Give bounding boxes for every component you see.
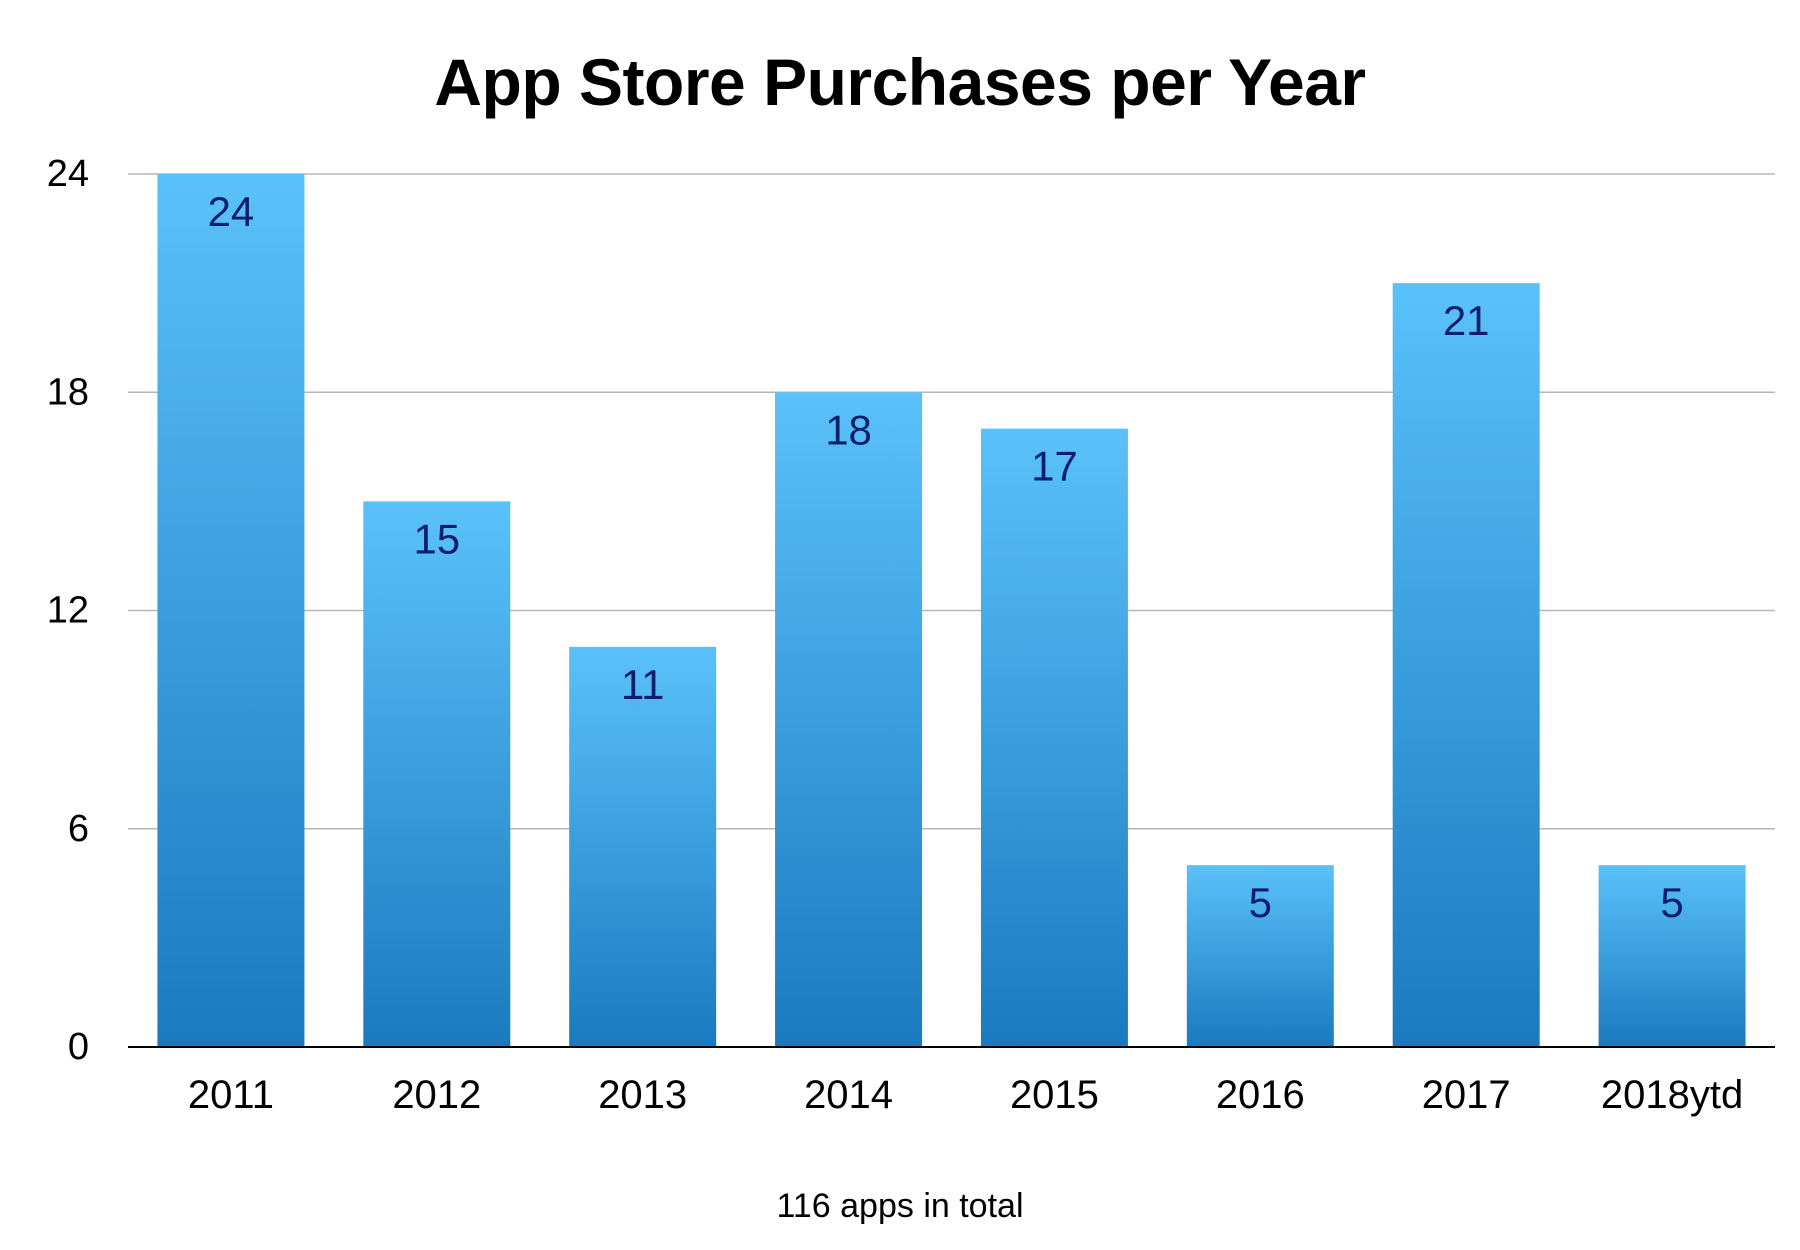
x-tick-label: 2011 (188, 1073, 274, 1117)
bars (157, 174, 1746, 1047)
chart-caption: 116 apps in total (776, 1187, 1024, 1225)
data-label-2011: 24 (208, 188, 255, 235)
x-tick-label: 2014 (804, 1073, 893, 1117)
bar-2018ytd (1598, 865, 1746, 1047)
bar-2011 (157, 174, 305, 1047)
data-label-2014: 18 (825, 406, 872, 453)
x-tick-label: 2016 (1216, 1073, 1305, 1117)
data-label-2018ytd: 5 (1660, 879, 1683, 926)
y-tick-label: 0 (68, 1026, 89, 1068)
data-label-2015: 17 (1031, 443, 1078, 490)
x-tick-label: 2017 (1422, 1073, 1511, 1117)
bar-2013 (569, 646, 717, 1047)
y-axis-ticks: 0 6 12 18 24 (47, 153, 89, 1068)
y-tick-label: 24 (47, 153, 89, 195)
x-axis-ticks: 2011 2012 2013 2014 2015 2016 2017 2018ytd (188, 1073, 1743, 1117)
data-labels: 24 15 11 18 17 5 21 5 (208, 188, 1684, 926)
y-tick-label: 12 (47, 590, 89, 632)
x-tick-label: 2015 (1010, 1073, 1099, 1117)
bar-2012 (363, 501, 511, 1047)
y-tick-label: 6 (68, 808, 89, 850)
x-tick-label: 2018ytd (1601, 1073, 1743, 1117)
chart-title: App Store Purchases per Year (434, 45, 1366, 119)
bar-2015 (980, 428, 1128, 1047)
data-label-2016: 5 (1249, 879, 1272, 926)
x-tick-label: 2012 (392, 1073, 481, 1117)
bar-2014 (775, 392, 923, 1047)
data-label-2017: 21 (1443, 297, 1490, 344)
data-label-2012: 15 (413, 515, 460, 562)
data-label-2013: 11 (621, 661, 665, 708)
y-tick-label: 18 (47, 371, 89, 413)
x-tick-label: 2013 (598, 1073, 687, 1117)
bar-2017 (1392, 283, 1540, 1047)
bar-2016 (1186, 865, 1334, 1047)
